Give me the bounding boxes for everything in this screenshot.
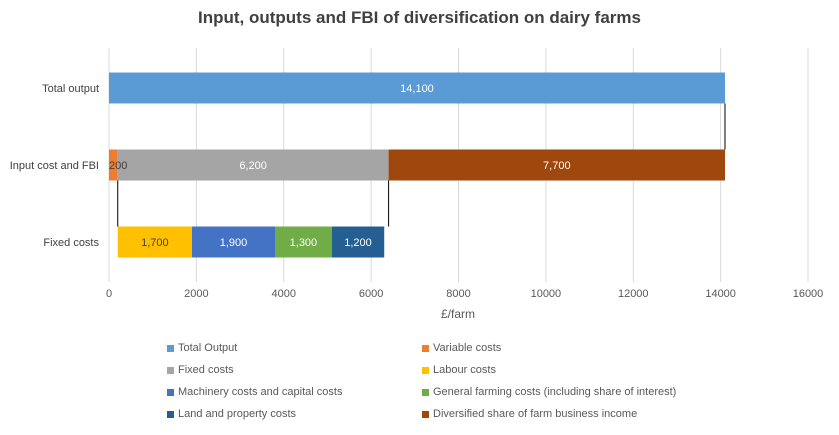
x-tick-label: 4000 bbox=[272, 288, 296, 300]
legend-item: Land and property costs bbox=[167, 408, 296, 420]
legend-label: General farming costs (including share o… bbox=[433, 386, 677, 398]
x-axis-title: £/farm bbox=[441, 307, 475, 321]
legend-swatch bbox=[422, 344, 429, 352]
data-label: 1,200 bbox=[344, 237, 372, 249]
x-tick-label: 2000 bbox=[184, 288, 208, 300]
x-tick-label: 10000 bbox=[531, 288, 562, 300]
category-labels: Total output Input cost and FBI Fixed cost… bbox=[10, 83, 100, 249]
legend-label: Diversified share of farm business incom… bbox=[433, 408, 638, 420]
legend-item: Machinery costs and capital costs bbox=[167, 386, 342, 398]
data-label: 1,300 bbox=[290, 237, 318, 249]
bar-segment bbox=[117, 226, 193, 258]
legend-swatch bbox=[422, 388, 429, 396]
x-tick-label: 12000 bbox=[618, 288, 649, 300]
bar-segment bbox=[192, 226, 276, 258]
data-label: 6,200 bbox=[239, 160, 267, 172]
legend-label: Machinery costs and capital costs bbox=[178, 386, 343, 398]
legend-label: Land and property costs bbox=[178, 408, 297, 420]
x-tick-label: 0 bbox=[106, 288, 112, 300]
legend-swatch bbox=[167, 366, 174, 374]
data-label: 7,700 bbox=[543, 160, 571, 172]
data-label: 200 bbox=[109, 160, 127, 172]
legend-label: Variable costs bbox=[433, 342, 502, 354]
category-label: Input cost and FBI bbox=[10, 160, 99, 172]
legend-item: Labour costs bbox=[422, 364, 496, 376]
legend-swatch bbox=[167, 344, 174, 352]
bar-segment bbox=[109, 72, 725, 104]
legend-item: Total Output bbox=[167, 342, 237, 354]
category-label: Fixed costs bbox=[43, 237, 99, 249]
x-axis: 0 2000 4000 6000 8000 10000 12000 14000 16000 bbox=[106, 288, 823, 300]
chart-title: Input, outputs and FBI of diversificatio… bbox=[198, 8, 641, 27]
data-label: 1,900 bbox=[220, 237, 248, 249]
legend-swatch bbox=[422, 410, 429, 418]
legend-swatch bbox=[167, 410, 174, 418]
x-tick-label: 14000 bbox=[705, 288, 736, 300]
data-label: 1,700 bbox=[141, 237, 169, 249]
legend-label: Labour costs bbox=[433, 364, 496, 376]
x-tick-label: 16000 bbox=[793, 288, 824, 300]
legend-item: General farming costs (including share o… bbox=[422, 386, 676, 398]
legend-swatch bbox=[422, 366, 429, 374]
bar-segment bbox=[109, 149, 118, 181]
bar-segment bbox=[388, 149, 725, 181]
category-label: Total output bbox=[42, 83, 99, 95]
data-label: 14,100 bbox=[400, 83, 434, 95]
bar-segment bbox=[331, 226, 385, 258]
legend-item: Variable costs bbox=[422, 342, 501, 354]
x-tick-label: 8000 bbox=[446, 288, 470, 300]
connector-lines bbox=[117, 103, 726, 227]
x-tick-label: 6000 bbox=[359, 288, 383, 300]
legend-label: Fixed costs bbox=[178, 364, 234, 376]
legend-swatch bbox=[167, 388, 174, 396]
legend-label: Total Output bbox=[178, 342, 238, 354]
data-labels: 14,100 200 6,200 7,700 1,700 1,900 1,300 1,200 bbox=[109, 83, 571, 249]
legend-item: Fixed costs bbox=[167, 364, 234, 376]
legend-item: Diversified share of farm business incom… bbox=[422, 408, 637, 420]
bars bbox=[109, 72, 725, 258]
bar-segment bbox=[275, 226, 332, 258]
bar-segment bbox=[117, 149, 389, 181]
